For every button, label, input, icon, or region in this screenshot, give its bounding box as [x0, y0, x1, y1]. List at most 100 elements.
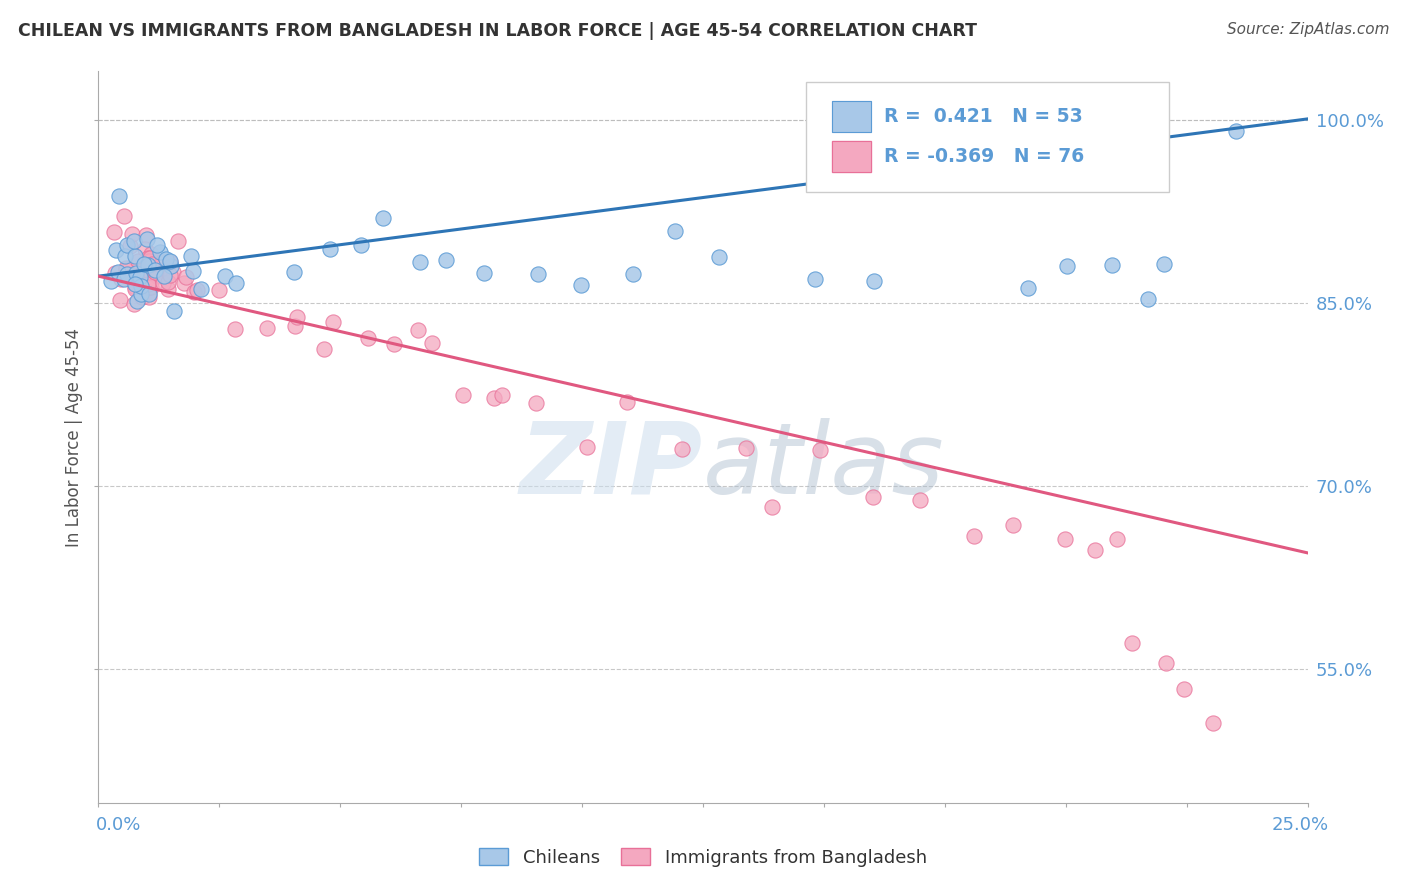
Point [138, 279, 160, 293]
Point [224, 322, 246, 336]
Point [104, 266, 127, 280]
Point [208, 284, 231, 298]
Point [863, 274, 886, 288]
Point [138, 254, 160, 268]
Point [155, 252, 177, 266]
Point [107, 265, 129, 279]
Point [808, 443, 831, 458]
Point [159, 253, 181, 268]
Point [115, 263, 138, 277]
Point [1105, 532, 1128, 546]
FancyBboxPatch shape [806, 82, 1168, 192]
Point [141, 280, 163, 294]
Point [124, 282, 146, 296]
Point [569, 277, 592, 292]
Point [121, 227, 143, 242]
Point [136, 232, 159, 246]
Point [129, 287, 152, 301]
Point [107, 189, 129, 203]
Point [103, 225, 125, 239]
Bar [832, 102, 872, 132]
Point [136, 259, 159, 273]
Point [121, 270, 143, 285]
Text: R =  0.421   N = 53: R = 0.421 N = 53 [884, 107, 1083, 126]
Point [314, 342, 336, 356]
Text: Source: ZipAtlas.com: Source: ZipAtlas.com [1226, 22, 1389, 37]
Point [524, 396, 547, 410]
Point [1153, 257, 1175, 271]
Legend: Chileans, Immigrants from Bangladesh: Chileans, Immigrants from Bangladesh [472, 841, 934, 874]
Point [1001, 518, 1024, 533]
Point [1054, 532, 1077, 546]
Point [125, 267, 148, 281]
Point [138, 290, 160, 304]
Point [1017, 281, 1039, 295]
Point [110, 272, 132, 286]
Point [100, 274, 122, 288]
Point [173, 276, 195, 290]
Point [451, 387, 474, 401]
Point [357, 331, 380, 345]
Point [150, 254, 173, 268]
Point [127, 253, 149, 268]
Point [141, 266, 163, 280]
Point [1101, 258, 1123, 272]
Point [434, 253, 457, 268]
Point [122, 297, 145, 311]
Point [621, 267, 644, 281]
Point [350, 237, 373, 252]
Point [472, 266, 495, 280]
Point [384, 337, 406, 351]
Point [134, 242, 156, 256]
Point [114, 249, 136, 263]
Point [152, 277, 174, 291]
Point [124, 280, 146, 294]
Point [406, 323, 429, 337]
Point [124, 277, 146, 291]
Point [122, 273, 145, 287]
Point [135, 227, 157, 242]
Point [163, 304, 186, 318]
Point [136, 251, 159, 265]
Point [115, 260, 138, 275]
Point [149, 245, 172, 260]
Point [112, 210, 135, 224]
Point [422, 336, 444, 351]
Point [167, 234, 190, 248]
Point [117, 267, 139, 281]
Point [576, 441, 599, 455]
Point [1225, 123, 1247, 137]
Point [256, 321, 278, 335]
Point [908, 493, 931, 508]
Point [491, 388, 513, 402]
Point [181, 264, 204, 278]
Point [962, 529, 984, 543]
Point [176, 269, 198, 284]
Point [105, 243, 128, 257]
Point [862, 490, 884, 504]
Text: atlas: atlas [703, 417, 945, 515]
Point [322, 315, 344, 329]
Y-axis label: In Labor Force | Age 45-54: In Labor Force | Age 45-54 [65, 327, 83, 547]
Point [117, 237, 139, 252]
Point [120, 238, 142, 252]
Point [146, 268, 169, 283]
Bar [832, 141, 872, 171]
Point [159, 254, 181, 268]
Bar [832, 102, 872, 132]
Point [190, 282, 212, 296]
Point [409, 255, 432, 269]
Point [131, 262, 153, 277]
Point [484, 391, 506, 405]
Point [157, 275, 180, 289]
Point [1121, 636, 1143, 650]
Text: ZIP: ZIP [520, 417, 703, 515]
Point [319, 242, 342, 256]
Point [143, 263, 166, 277]
Point [110, 293, 132, 308]
Point [143, 265, 166, 279]
Point [761, 500, 783, 515]
Point [139, 247, 162, 261]
Point [134, 257, 156, 271]
Point [283, 265, 305, 279]
